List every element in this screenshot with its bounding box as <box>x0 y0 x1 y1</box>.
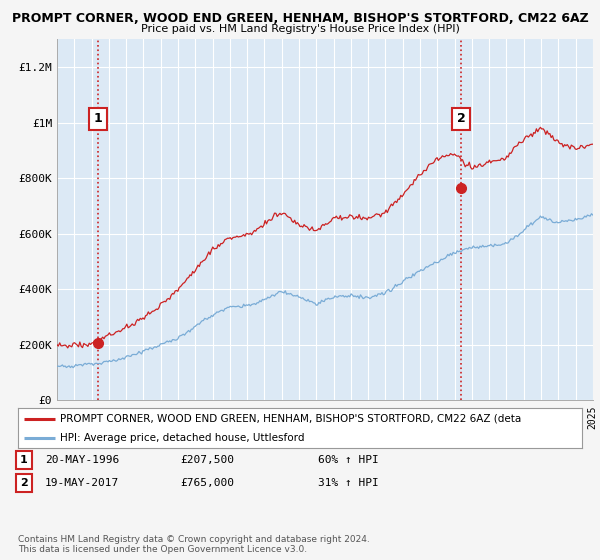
Text: PROMPT CORNER, WOOD END GREEN, HENHAM, BISHOP'S STORTFORD, CM22 6AZ (deta: PROMPT CORNER, WOOD END GREEN, HENHAM, B… <box>60 414 521 424</box>
Text: 1: 1 <box>94 112 103 125</box>
Text: HPI: Average price, detached house, Uttlesford: HPI: Average price, detached house, Uttl… <box>60 433 305 443</box>
Text: 1: 1 <box>20 455 28 465</box>
Text: 2: 2 <box>457 112 466 125</box>
Text: £207,500: £207,500 <box>180 455 234 465</box>
Text: £765,000: £765,000 <box>180 478 234 488</box>
Text: 20-MAY-1996: 20-MAY-1996 <box>45 455 119 465</box>
Text: 2: 2 <box>20 478 28 488</box>
Text: 60% ↑ HPI: 60% ↑ HPI <box>318 455 379 465</box>
Text: Contains HM Land Registry data © Crown copyright and database right 2024.
This d: Contains HM Land Registry data © Crown c… <box>18 535 370 554</box>
Text: 31% ↑ HPI: 31% ↑ HPI <box>318 478 379 488</box>
Text: 19-MAY-2017: 19-MAY-2017 <box>45 478 119 488</box>
Text: PROMPT CORNER, WOOD END GREEN, HENHAM, BISHOP'S STORTFORD, CM22 6AZ: PROMPT CORNER, WOOD END GREEN, HENHAM, B… <box>11 12 589 25</box>
Text: Price paid vs. HM Land Registry's House Price Index (HPI): Price paid vs. HM Land Registry's House … <box>140 24 460 34</box>
